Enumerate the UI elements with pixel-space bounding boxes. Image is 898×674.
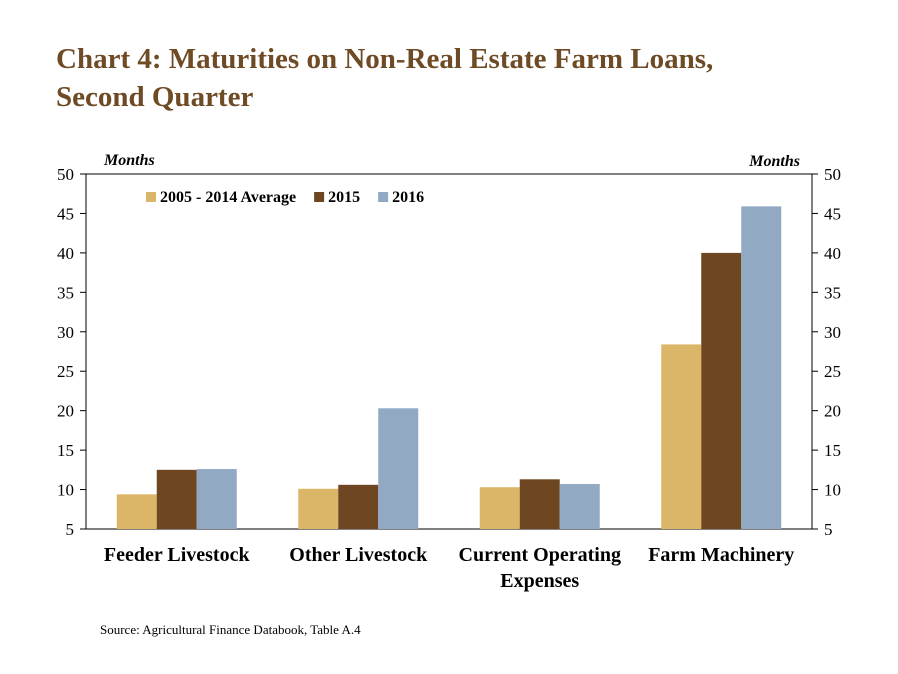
legend-label: 2016 bbox=[392, 189, 424, 206]
y-tick-label-left: 35 bbox=[57, 283, 74, 302]
bar bbox=[701, 252, 742, 529]
x-category-label: Current Operating bbox=[459, 544, 621, 566]
bar bbox=[519, 479, 560, 529]
y-tick-label-left: 40 bbox=[57, 244, 74, 263]
legend-swatch bbox=[378, 192, 389, 202]
y-tick-label-right: 45 bbox=[824, 204, 841, 223]
bar bbox=[338, 484, 379, 529]
bar bbox=[479, 487, 520, 529]
bar bbox=[378, 408, 419, 529]
source-note: Source: Agricultural Finance Databook, T… bbox=[100, 622, 361, 637]
plot-frame bbox=[85, 173, 813, 530]
x-category-label: Feeder Livestock bbox=[104, 544, 251, 566]
y-tick-label-left: 20 bbox=[57, 402, 74, 421]
legend-swatch bbox=[314, 192, 325, 202]
y-tick-label-right: 20 bbox=[824, 402, 841, 421]
x-category-label: Expenses bbox=[500, 570, 579, 592]
y-tick-label-right: 35 bbox=[824, 283, 841, 302]
y-tick-label-right: 50 bbox=[824, 165, 841, 184]
bar bbox=[196, 469, 237, 529]
y-tick-label-right: 15 bbox=[824, 441, 841, 460]
y-tick-label-left: 45 bbox=[57, 204, 74, 223]
y-tick-label-left: 30 bbox=[57, 323, 74, 342]
bar bbox=[156, 469, 197, 529]
y-tick-label-right: 5 bbox=[824, 520, 833, 539]
y-tick-label-left: 25 bbox=[57, 362, 74, 381]
bar bbox=[298, 488, 339, 529]
legend-label: 2005 - 2014 Average bbox=[160, 189, 296, 206]
y-tick-label-right: 40 bbox=[824, 244, 841, 263]
chart-title: Chart 4: Maturities on Non-Real Estate F… bbox=[56, 40, 876, 116]
y-tick-label-left: 5 bbox=[66, 520, 75, 539]
bar bbox=[559, 484, 600, 529]
y-tick-label-right: 25 bbox=[824, 362, 841, 381]
bar bbox=[741, 206, 782, 529]
y-tick-label-left: 10 bbox=[57, 481, 74, 500]
y-axis-label-left: Months bbox=[103, 152, 155, 169]
chart-title-line-2: Second Quarter bbox=[56, 81, 254, 113]
legend-swatch bbox=[146, 192, 156, 202]
y-axis-label-right: Months bbox=[748, 153, 800, 170]
chart-title-line-1: Chart 4: Maturities on Non-Real Estate F… bbox=[56, 43, 714, 75]
x-category-label: Other Livestock bbox=[289, 544, 428, 566]
y-tick-label-right: 10 bbox=[824, 481, 841, 500]
x-category-label: Farm Machinery bbox=[648, 544, 794, 566]
y-tick-label-left: 50 bbox=[57, 165, 74, 184]
y-tick-label-right: 30 bbox=[824, 323, 841, 342]
legend-label: 2015 bbox=[328, 189, 360, 206]
bar bbox=[116, 494, 157, 529]
y-tick-label-left: 15 bbox=[57, 441, 74, 460]
bar bbox=[661, 344, 702, 529]
